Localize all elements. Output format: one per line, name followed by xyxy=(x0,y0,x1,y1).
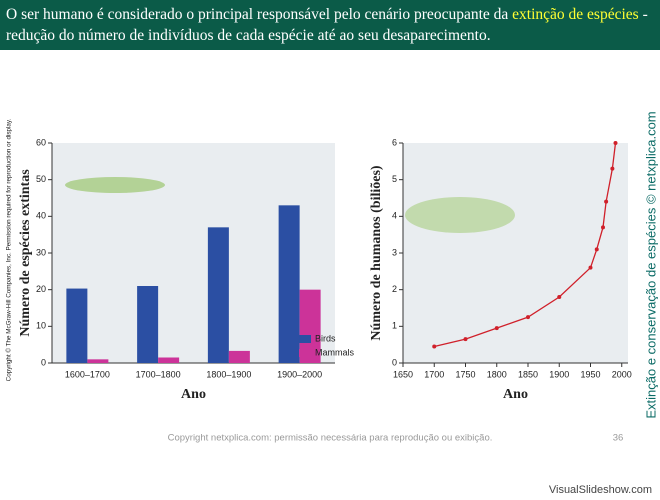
y-tick-label: 3 xyxy=(392,247,397,257)
header: O ser humano é considerado o principal r… xyxy=(0,0,660,50)
grass xyxy=(405,197,515,233)
point xyxy=(463,337,468,342)
y-tick-label: 20 xyxy=(36,284,46,294)
x-tick-label: 1700 xyxy=(424,369,444,379)
x-tick-label: 1750 xyxy=(455,369,475,379)
bar xyxy=(137,286,159,363)
y-tick-label: 10 xyxy=(36,321,46,331)
legend-swatch xyxy=(299,335,311,343)
page-number: 36 xyxy=(613,433,624,444)
header-text: - redução do número de indivíduos de cad… xyxy=(6,6,648,44)
y-tick-label: 1 xyxy=(392,321,397,331)
x-tick-label: 1650 xyxy=(393,369,413,379)
point xyxy=(594,247,599,252)
point xyxy=(432,344,437,349)
y-tick-label: 5 xyxy=(392,174,397,184)
x-tick-label: 1850 xyxy=(518,369,538,379)
y-tick-label: 2 xyxy=(392,284,397,294)
footer: Copyright netxplica.com: permissão neces… xyxy=(168,433,493,444)
x-axis-label: Ano xyxy=(503,387,528,402)
bar xyxy=(87,359,109,363)
x-tick-label: 1800–1900 xyxy=(206,369,251,379)
y-axis-label: Número de espécies extintas xyxy=(18,169,33,337)
point xyxy=(588,265,593,270)
y-tick-label: 6 xyxy=(392,137,397,147)
point xyxy=(601,225,605,230)
header-highlight: extinção de espécies xyxy=(512,6,639,23)
copyright: Copyright © The McGraw-Hill Companies, I… xyxy=(5,118,13,381)
bar xyxy=(228,350,250,363)
x-tick-label: 1800 xyxy=(487,369,507,379)
x-tick-label: 2000 xyxy=(612,369,632,379)
grass xyxy=(65,177,165,193)
y-tick-label: 0 xyxy=(392,357,397,367)
x-tick-label: 1950 xyxy=(580,369,600,379)
plot-bg xyxy=(403,143,628,363)
legend-label: Birds xyxy=(315,333,336,343)
x-tick-label: 1600–1700 xyxy=(65,369,110,379)
bar xyxy=(299,289,321,363)
point xyxy=(613,141,618,145)
bar xyxy=(207,227,229,363)
x-tick-label: 1900 xyxy=(549,369,569,379)
y-tick-label: 40 xyxy=(36,211,46,221)
legend-label: Mammals xyxy=(315,347,355,357)
point xyxy=(526,315,530,320)
x-tick-label: 1700–1800 xyxy=(136,369,181,379)
x-tick-label: 1900–2000 xyxy=(277,369,322,379)
y-tick-label: 50 xyxy=(36,174,46,184)
header-text: O ser humano é considerado o principal r… xyxy=(6,6,513,23)
point xyxy=(557,295,562,299)
point xyxy=(494,326,499,331)
y-tick-label: 0 xyxy=(41,357,46,367)
brand: VisualSlideshow.com xyxy=(549,484,652,496)
y-tick-label: 30 xyxy=(36,247,46,257)
bar xyxy=(66,288,88,363)
y-axis-label: Número de humanos (biliões) xyxy=(369,165,384,340)
bar xyxy=(158,357,180,363)
point xyxy=(610,166,615,171)
y-tick-label: 60 xyxy=(36,137,46,147)
y-tick-label: 4 xyxy=(392,211,397,221)
side-note: Extinção e conservação de espécies © net… xyxy=(643,111,658,418)
legend-swatch xyxy=(299,349,311,357)
bar xyxy=(278,205,300,363)
x-axis-label: Ano xyxy=(181,387,206,402)
point xyxy=(604,199,609,204)
